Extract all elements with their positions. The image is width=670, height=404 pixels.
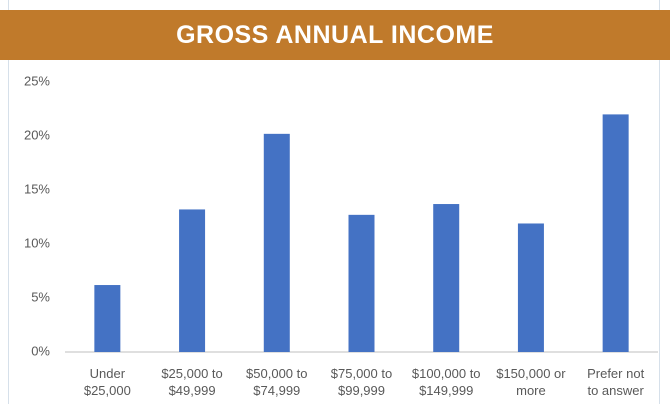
bar	[348, 214, 375, 352]
y-tick-label: 15%	[24, 181, 50, 196]
y-tick-label: 0%	[31, 343, 50, 358]
bar	[179, 209, 206, 352]
panel	[8, 0, 660, 404]
y-tick-label: 5%	[31, 289, 50, 304]
x-tick-label: $100,000 to $149,999	[411, 366, 481, 398]
bar	[94, 285, 121, 352]
bar	[602, 114, 629, 353]
x-tick-label: $150,000 or more	[496, 366, 566, 398]
bar	[263, 133, 290, 352]
bar	[433, 204, 460, 352]
bar	[517, 223, 544, 352]
x-tick-label: $25,000 to $49,999	[161, 366, 223, 398]
x-tick-label: $75,000 to $99,999	[330, 366, 393, 398]
y-tick-label: 20%	[24, 127, 50, 142]
x-tick-label: Prefer not to answer	[587, 366, 645, 398]
y-tick-label: 25%	[24, 73, 50, 88]
y-tick-label: 10%	[24, 235, 50, 250]
x-tick-label: $50,000 to $74,999	[246, 366, 308, 398]
x-tick-label: Under $25,000	[83, 366, 131, 398]
chart-title: GROSS ANNUAL INCOME	[0, 10, 670, 60]
